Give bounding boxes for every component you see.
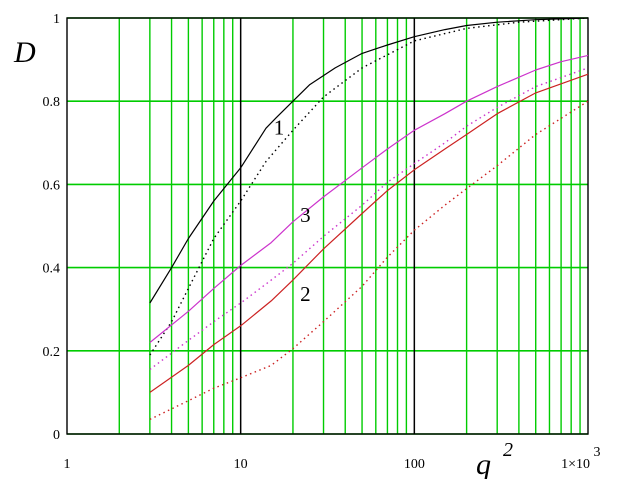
series-layer — [149, 17, 589, 421]
y-tick-label: 0 — [53, 428, 60, 443]
grid-layer — [66, 17, 589, 435]
x-axis-title-superscript: 2 — [503, 439, 513, 461]
curve-label-2: 2 — [300, 282, 311, 306]
y-tick-label: 1 — [53, 12, 60, 27]
label-layer: 0 0.2 0.4 0.6 0.8 1 1 10 100 1×10 3 1 3 2 — [43, 12, 601, 472]
y-tick-label: 0.6 — [43, 178, 61, 193]
y-axis-title: D — [13, 36, 36, 69]
y-tick-label: 0.4 — [43, 262, 61, 277]
series-line-1-dotted — [149, 17, 589, 356]
series-line-1-solid — [149, 17, 589, 304]
series-line-3-dotted — [149, 67, 589, 371]
x-tick-label: 1 — [64, 457, 71, 472]
series-line-2-solid — [149, 73, 589, 393]
series-line-2-dotted — [149, 100, 589, 421]
y-tick-label: 0.8 — [43, 95, 61, 110]
x-tick-label: 10 — [234, 457, 248, 472]
plot-frame — [66, 17, 589, 435]
curve-label-1: 1 — [274, 115, 285, 139]
x-axis-title: q — [476, 448, 491, 479]
y-tick-label: 0.2 — [43, 345, 61, 360]
x-tick-label: 100 — [404, 457, 425, 472]
curve-label-3: 3 — [300, 203, 311, 227]
x-tick-label-exponent: 3 — [594, 445, 601, 460]
series-line-3-solid — [149, 54, 589, 343]
x-tick-label: 1×10 — [561, 457, 590, 472]
